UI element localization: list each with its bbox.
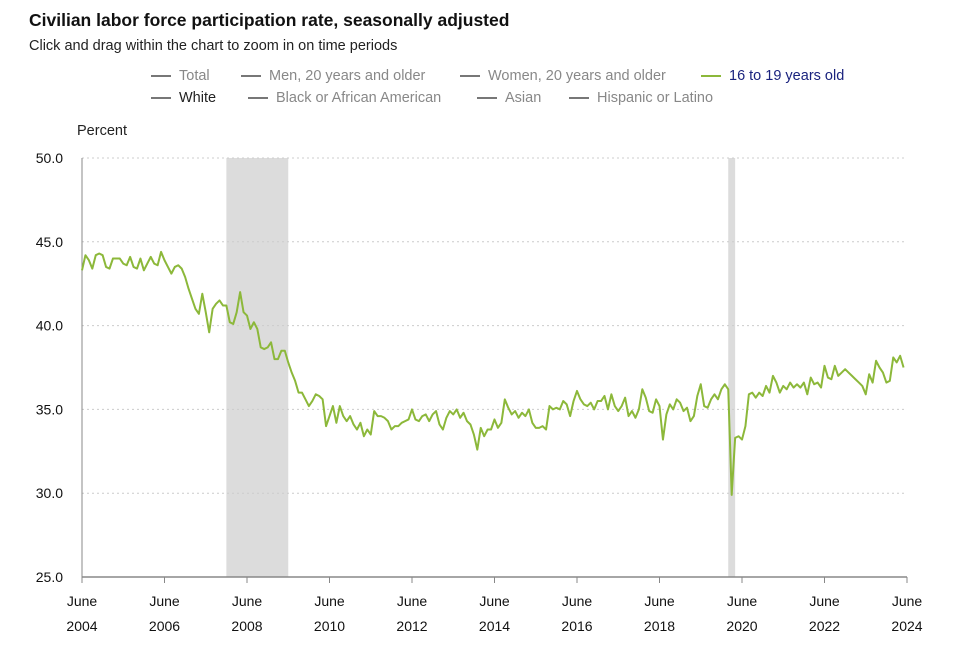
recession-shading xyxy=(226,158,736,577)
y-tick-label: 50.0 xyxy=(36,150,63,166)
legend-swatch-line-icon xyxy=(248,97,268,99)
legend-swatch-line-icon xyxy=(569,97,589,99)
legend-item-hispanic[interactable]: Hispanic or Latino xyxy=(569,90,713,106)
y-tick-labels: 25.0 30.0 35.0 40.0 45.0 50.0 xyxy=(36,150,63,585)
x-tick-month-label: June xyxy=(644,593,675,609)
legend-swatch-line-icon xyxy=(151,97,171,99)
recession-band xyxy=(226,158,289,577)
series-layer xyxy=(81,250,905,496)
legend-swatch-line-icon xyxy=(241,75,261,77)
legend-swatch-line-icon xyxy=(477,97,497,99)
series-line-16-to-19 xyxy=(81,250,905,496)
x-tick-year-label: 2010 xyxy=(314,618,345,634)
x-tick-year-label: 2008 xyxy=(231,618,262,634)
x-tick-month-label: June xyxy=(232,593,263,609)
x-tick-month-label: June xyxy=(479,593,510,609)
x-tick-year-label: 2014 xyxy=(479,618,510,634)
axes xyxy=(81,158,908,583)
y-axis-label: Percent xyxy=(77,123,127,139)
x-tick-year-label: 2012 xyxy=(396,618,427,634)
legend-item-white[interactable]: White xyxy=(151,90,216,106)
x-tick-year-label: 2016 xyxy=(561,618,592,634)
legend-item-black[interactable]: Black or African American xyxy=(248,90,441,106)
legend-item-label: Women, 20 years and older xyxy=(488,68,666,84)
x-tick-month-label: June xyxy=(397,593,428,609)
legend-item-label: Black or African American xyxy=(276,90,442,106)
legend-item-label: Asian xyxy=(505,90,542,106)
x-tick-month-label: June xyxy=(892,593,923,609)
x-tick-year-label: 2018 xyxy=(644,618,675,634)
x-tick-month-label: June xyxy=(67,593,98,609)
x-tick-year-label: 2020 xyxy=(726,618,757,634)
legend-swatch-line-icon xyxy=(701,75,721,77)
legend-item-label: White xyxy=(179,90,217,106)
legend-swatch-line-icon xyxy=(460,75,480,77)
legend-swatch-line-icon xyxy=(151,75,171,77)
x-tick-month-label: June xyxy=(562,593,593,609)
legend-item-label: 16 to 19 years old xyxy=(729,68,845,84)
y-tick-label: 35.0 xyxy=(36,401,63,417)
x-tick-month-label: June xyxy=(149,593,180,609)
chart-subtitle: Click and drag within the chart to zoom … xyxy=(29,38,398,54)
legend-item-label: Hispanic or Latino xyxy=(597,90,714,106)
legend-item-label: Men, 20 years and older xyxy=(269,68,426,84)
y-tick-label: 25.0 xyxy=(36,569,63,585)
y-tick-label: 40.0 xyxy=(36,318,63,334)
x-tick-labels: June 2004 June 2006 June 2008 June 2010 June 2012… xyxy=(66,593,922,634)
legend-item-total[interactable]: Total xyxy=(151,68,210,84)
chart-title: Civilian labor force participation rate,… xyxy=(29,10,510,30)
legend-item-women[interactable]: Women, 20 years and older xyxy=(460,68,666,84)
legend-item-men[interactable]: Men, 20 years and older xyxy=(241,68,425,84)
gridlines xyxy=(82,157,907,494)
x-tick-year-label: 2004 xyxy=(66,618,97,634)
x-tick-year-label: 2024 xyxy=(891,618,922,634)
x-tick-year-label: 2006 xyxy=(149,618,180,634)
recession-band xyxy=(728,158,736,577)
legend-item-16-to-19[interactable]: 16 to 19 years old xyxy=(701,68,844,84)
x-tick-month-label: June xyxy=(727,593,758,609)
x-tick-month-label: June xyxy=(809,593,840,609)
y-tick-label: 30.0 xyxy=(36,485,63,501)
x-tick-year-label: 2022 xyxy=(809,618,840,634)
legend-item-asian[interactable]: Asian xyxy=(477,90,541,106)
legend-item-label: Total xyxy=(179,68,210,84)
y-tick-label: 45.0 xyxy=(36,234,63,250)
x-tick-month-label: June xyxy=(314,593,345,609)
